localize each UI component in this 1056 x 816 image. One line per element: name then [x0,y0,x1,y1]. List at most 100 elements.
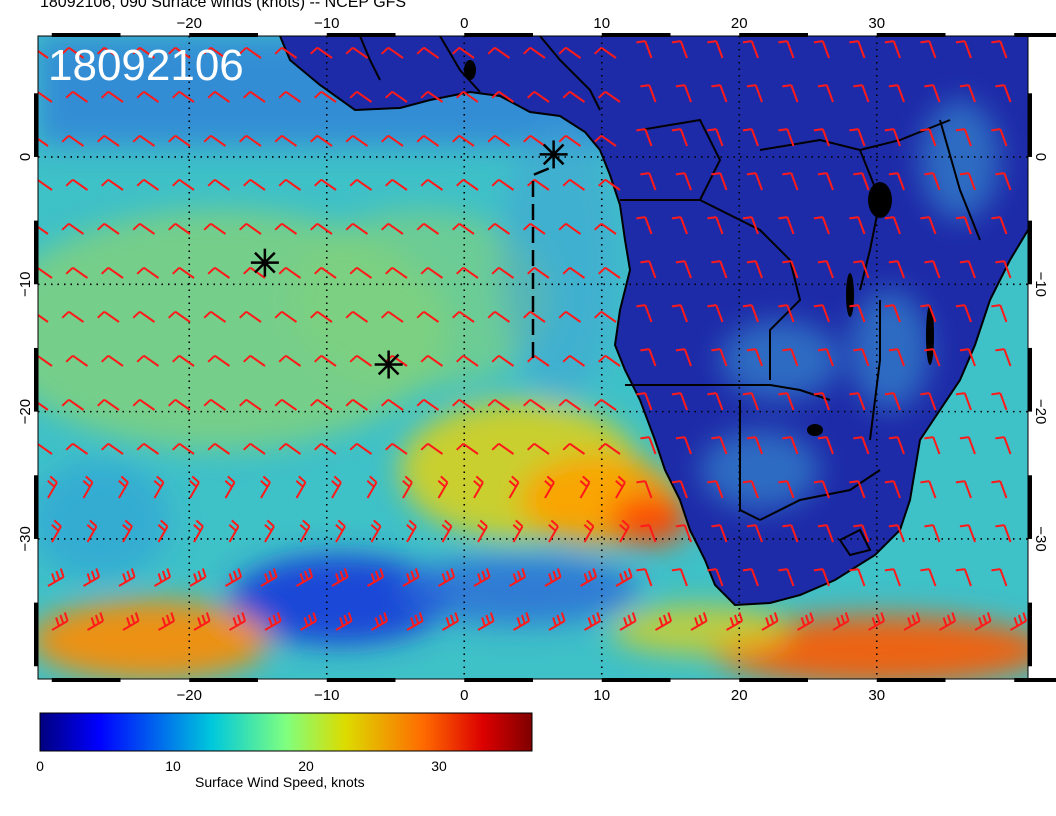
wind-barb [154,568,172,587]
wind-barb [640,348,657,367]
storm-marker [539,140,568,169]
lat-tick-label: −20 [17,399,34,424]
colorbar [39,712,533,752]
wind-barb [278,266,302,279]
border-tick [1028,220,1032,285]
wind-barb [742,568,759,587]
wind-barb [310,46,333,59]
wind-barb [122,612,140,631]
wind-barb [82,475,94,499]
wind-barb [416,398,440,411]
wind-barb [442,612,460,631]
border-tick [51,33,121,37]
wind-barb [853,172,870,191]
wind-barb [742,304,759,323]
wind-barb [310,222,333,235]
wind-barb [38,90,53,103]
wind-barb [385,442,408,455]
wind-barb [636,40,653,59]
wind-barb [746,172,763,191]
wind-barb [995,260,1012,279]
wind-barb [274,222,298,235]
wind-barb [797,612,815,631]
wind-barb [193,612,211,631]
wind-barb [849,480,866,499]
wind-barb [193,519,204,543]
wind-barb [491,266,515,279]
wind-barb [65,354,89,367]
wind-barb [849,568,866,587]
wind-barb [640,84,657,103]
wind-barb [558,134,582,147]
wind-barb [61,310,85,323]
wind-barb [456,442,479,455]
wind-barb [456,354,479,367]
wind-barb [243,266,266,279]
tick-labels: −20 −20 −10 −10 0 0 10 10 20 20 30 30 0 0 −10 −10 −20 −20… [17,15,1049,704]
wind-barb [331,568,349,587]
wind-barb [65,90,89,103]
wind-barb [274,310,298,323]
wind-barb [594,46,617,59]
wind-barb [38,401,49,411]
wind-barb [920,128,937,147]
wind-barb [939,612,957,631]
wind-barb [583,519,595,543]
wind-barb [97,134,120,147]
wind-barb [477,612,495,631]
wind-barb [38,354,53,367]
wind-barb [558,222,582,235]
wind-barb [523,398,546,411]
wind-barb [296,568,314,587]
colorbar-label: Surface Wind Speed, knots [195,774,365,790]
wind-barb [884,40,901,59]
wind-barb [813,216,830,235]
wind-barb [924,84,941,103]
wind-barb [707,40,724,59]
wind-barb [959,436,976,455]
border-tick [1028,475,1032,539]
wind-barb [274,46,298,59]
wind-barb [849,40,866,59]
wind-barb [136,442,160,455]
wind-barb [817,84,834,103]
wind-barb [640,524,657,543]
wind-barb [742,480,759,499]
lon-tick-label: 10 [593,687,610,704]
wind-barb [452,134,475,147]
wind-barb [544,568,562,587]
wind-barb [491,442,515,455]
wind-barb [264,612,282,631]
wind-barb [406,519,417,543]
wind-barb [580,568,598,587]
map-title: 18092106, 090 Surface winds (knots) -- N… [40,0,407,11]
wind-barb [813,40,830,59]
wind-barb [671,392,688,411]
wind-barb [203,310,227,323]
wind-barb [707,304,724,323]
wind-barb [136,178,160,191]
wind-barb [345,398,369,411]
date-stamp: 18092106 [48,41,244,90]
border-tick [464,33,533,37]
wind-barb [381,46,404,59]
wind-barb [527,442,550,455]
wind-barb [579,475,591,499]
wind-barb [675,348,692,367]
border-ticks [34,33,1056,682]
wind-barb [778,392,795,411]
wind-barb [203,46,227,59]
wind-barb [508,475,520,499]
wind-barb [168,46,191,59]
wind-barb [122,519,133,543]
wind-barb [920,304,937,323]
wind-barb [924,436,941,455]
storm-marker [374,350,403,379]
wind-barb [813,392,830,411]
wind-barb [97,398,120,411]
wind-barb [782,348,799,367]
wind-barb [101,442,124,455]
wind-barb [853,84,870,103]
wind-barb [335,612,353,631]
wind-barb [441,519,453,543]
